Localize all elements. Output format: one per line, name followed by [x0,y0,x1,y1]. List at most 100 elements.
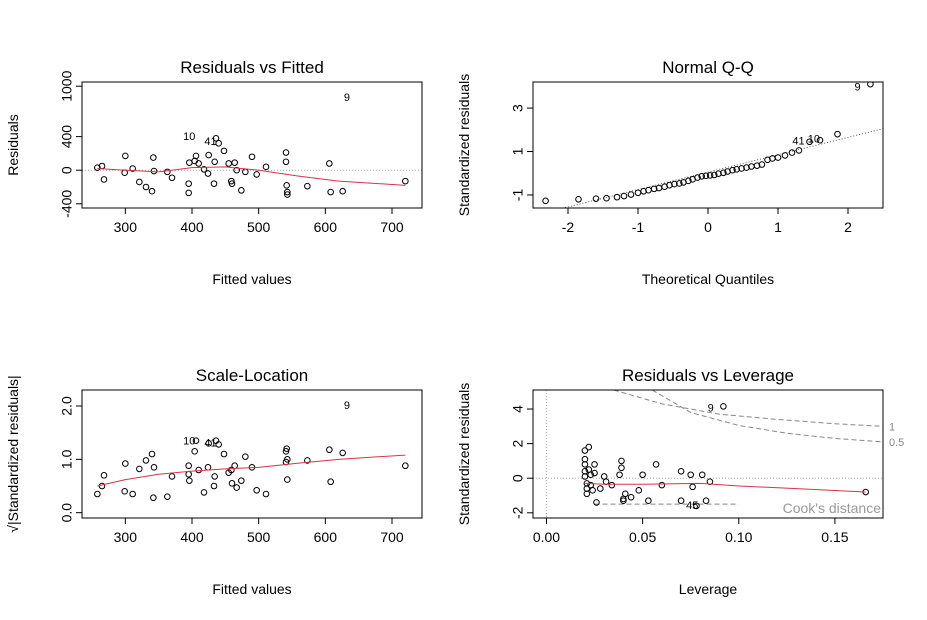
data-point [738,165,745,172]
data-point [150,167,158,175]
data-point [618,457,625,465]
point-label: 9 [708,402,714,414]
data-point [100,472,108,479]
x-tick-label: 500 [247,219,271,235]
data-point [402,177,409,185]
plot-frame [532,81,884,209]
data-point [592,195,600,202]
data-point [781,152,789,159]
data-point [589,487,596,494]
panel-scale-location: 9 10 41 300 400 500 600 700 0.0 1.0 2.0 Scale-Locat… [5,366,423,597]
data-point [774,154,782,161]
data-point [806,138,813,146]
data-point [587,471,594,479]
data-point [677,467,685,475]
data-point [671,180,678,188]
x-tick-label: -2 [562,219,575,235]
data-point [282,158,290,166]
x-tick-label: 2 [844,219,852,235]
y-tick-label: 0 [59,166,75,174]
data-point [238,477,245,484]
x-tick-label: 300 [114,529,138,545]
data-point [622,490,629,498]
data-point [693,502,700,510]
data-point [729,166,736,174]
data-point [262,163,270,171]
plot-frame [81,389,423,519]
x-tick-label: 600 [314,219,338,235]
data-point [711,171,718,179]
data-point [200,166,208,173]
data-point [228,480,236,487]
y-tick-label: -400 [59,190,75,218]
x-axis-label: Theoretical Quantiles [642,271,774,287]
y-tick-label: 1.0 [59,449,75,469]
data-point [733,166,741,173]
data-point [698,172,706,180]
chart-title: Residuals vs Fitted [180,58,324,77]
data-point [652,461,660,468]
data-point [620,497,627,505]
y-tick-label: 2 [510,440,526,448]
data-point [282,448,290,455]
data-point [685,177,692,185]
data-point [583,490,591,498]
y-tick-label: 1 [510,147,526,155]
data-point [326,160,333,167]
data-point [689,483,696,491]
plot-area [94,437,409,502]
cooks-distance-legend: Cook's distance [783,500,882,516]
data-point [867,82,874,88]
data-point [658,481,666,489]
data-point [168,473,176,480]
data-point [283,445,290,452]
data-point [585,443,593,451]
data-point [185,470,192,478]
data-point [142,183,150,191]
data-point [603,194,610,202]
data-point [627,191,635,198]
data-point [185,180,192,187]
data-point [593,499,600,506]
panel-residuals-vs-leverage: 9 45 1 0.5 Cook's distance 0.00 0.05 0.10 0.15 -2… [456,366,904,597]
point-label: 45 [686,500,698,512]
x-axis-label: Leverage [679,581,738,597]
data-point [233,484,240,491]
data-point [666,181,673,189]
data-point [620,192,628,200]
data-point [129,165,136,172]
plot-frame [532,389,884,519]
data-point [150,154,157,161]
x-tick-label: 1 [774,219,782,235]
data-point [304,457,311,464]
data-point [142,457,150,464]
x-tick-label: 500 [247,529,271,545]
data-point [339,449,346,457]
data-point [121,488,128,495]
y-tick-label: 2.0 [59,396,75,416]
data-point [698,471,706,479]
data-point [242,168,249,176]
data-point [591,469,598,477]
smoother-line [97,454,406,487]
data-point [238,187,245,194]
data-point [215,441,222,448]
y-axis-label: Standardized residuals [456,74,472,216]
data-point [702,172,710,180]
data-point [720,403,727,410]
point-label: 10 [808,133,820,145]
data-point [720,169,727,177]
data-point [834,130,841,138]
data-point [122,152,129,160]
cooks-distance-curve [613,390,883,427]
data-point [687,471,694,479]
point-label: 9 [344,400,350,412]
data-point [326,446,333,454]
data-point [136,178,143,186]
data-point [211,158,218,166]
x-tick-label: 600 [314,529,338,545]
y-tick-label: 1000 [59,70,75,101]
point-label: 10 [183,436,195,448]
